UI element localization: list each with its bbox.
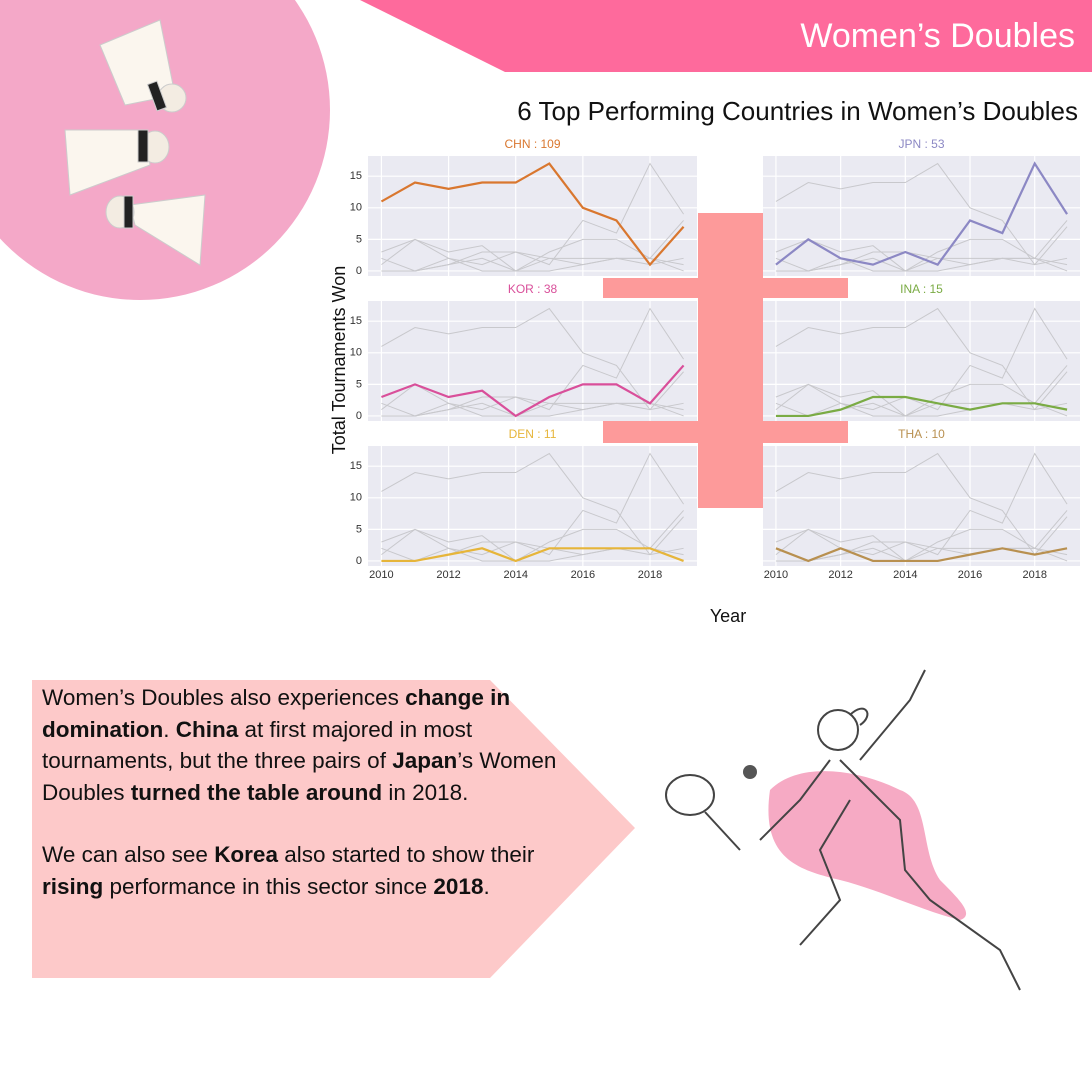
y-tick-label: 5 [356,523,362,535]
text-run: rising [42,873,104,899]
background-line [381,220,684,272]
text-run: Korea [214,842,278,867]
panel-title: CHN : 109 [504,137,560,151]
panel-title: DEN : 11 [509,427,557,441]
x-tick-label: 2014 [503,569,527,581]
background-line [775,307,1068,411]
background-line [775,162,1068,266]
background-line [381,510,684,562]
x-axis-label: Year [710,606,746,626]
background-line [775,510,1068,562]
background-line [775,307,1068,411]
header-banner [360,0,1092,72]
x-tick-label: 2012 [436,569,460,581]
highlight-line [775,395,1068,418]
background-line [381,452,684,556]
background-line [775,547,1068,562]
background-line [775,452,1068,556]
y-tick-label: 0 [356,265,362,277]
chart-title: 6 Top Performing Countries in Women’s Do… [517,96,1078,126]
background-line [775,402,1068,417]
panel-title: THA : 10 [898,427,945,441]
text-run: China [175,716,239,742]
paragraph: We can also see Korea also started to sh… [42,839,557,902]
y-tick-label: 10 [350,347,362,359]
panel-title: KOR : 38 [508,282,558,296]
panel-title: JPN : 53 [898,137,944,151]
x-tick-label: 2014 [893,569,917,581]
y-axis-label: Total Tournaments Won [329,266,349,454]
text-run: in 2018. [382,779,469,805]
highlight-line [381,547,684,563]
x-tick-label: 2016 [571,569,595,581]
text-run: performance in this sector since [103,873,434,899]
text-run: change in domination [42,685,511,742]
text-run: turned the table around [130,779,383,805]
text-run: at first majored in most tournaments, bu… [42,716,473,774]
text-run: ’s Women Doubles [42,748,557,805]
background-line [381,257,684,272]
text-run: . [483,873,490,899]
y-tick-label: 10 [350,202,362,214]
header-title: Women’s Doubles [800,17,1075,55]
highlight-line [775,161,1068,266]
y-tick-label: 0 [356,555,362,567]
text-run: 2018 [433,873,484,899]
background-line [381,452,684,556]
highlight-line [775,547,1068,563]
y-tick-label: 15 [350,460,362,472]
y-tick-label: 15 [350,170,362,182]
x-tick-label: 2018 [1022,569,1046,581]
background-line [381,402,684,417]
y-tick-label: 5 [356,378,362,390]
background-line [381,307,684,411]
background-line [775,257,1068,272]
y-tick-label: 15 [350,315,362,327]
background-line [381,257,684,272]
background-line [775,452,1068,556]
text-run: Women’s Doubles also experiences [42,685,406,710]
highlight-line [380,162,685,267]
x-tick-label: 2010 [369,569,393,581]
paragraph: Women’s Doubles also experiences change … [42,682,557,808]
shuttlecocks [64,19,206,266]
background-line [775,365,1068,417]
panel-title: INA : 15 [900,282,943,296]
text-run: Japan [392,748,458,773]
player-illustration [665,669,1021,991]
background-line [775,257,1068,272]
x-tick-label: 2018 [638,569,662,581]
background-line [381,307,684,411]
text-run: also started to show their [277,842,535,867]
background-line [381,547,684,562]
cross-decoration [603,213,848,508]
y-tick-label: 5 [356,233,362,245]
y-tick-label: 10 [350,492,362,504]
y-tick-label: 0 [356,410,362,422]
x-tick-label: 2010 [764,569,788,581]
description: Women’s Doubles also experiences change … [42,682,557,933]
text-box [32,680,635,978]
x-tick-label: 2016 [958,569,982,581]
highlight-line [381,364,685,418]
text-run: We can also see [42,842,215,867]
background-line [775,220,1068,272]
background-line [381,402,684,417]
background-line [381,162,684,266]
x-tick-label: 2012 [828,569,852,581]
text-run: . [163,716,176,742]
